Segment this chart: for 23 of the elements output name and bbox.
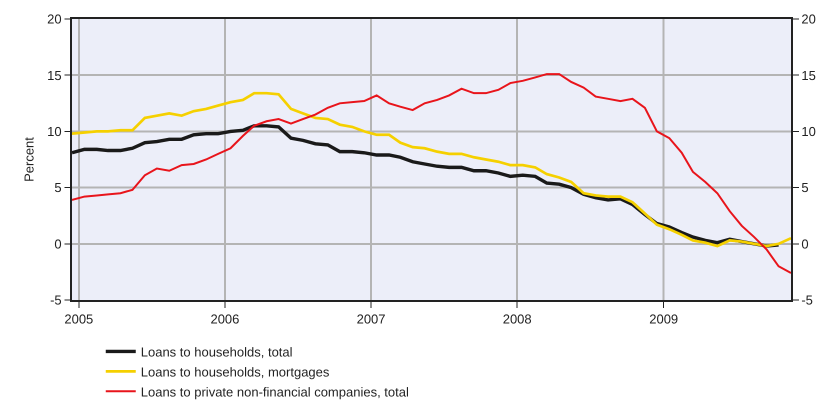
y2-tick-label: 15	[801, 68, 816, 83]
y-tick-label: 20	[47, 12, 62, 27]
legend-label: Loans to private non-financial companies, total	[140, 384, 409, 400]
y-tick-label: 5	[54, 180, 62, 196]
y2-tick-label: 20	[801, 12, 816, 27]
x-tick-label: 2006	[210, 311, 240, 326]
x-tick-label: 2009	[649, 311, 678, 326]
y2-tick-label: 0	[801, 236, 809, 252]
legend-label: Loans to households, total	[140, 344, 293, 360]
y2-tick-label: -5	[801, 292, 813, 308]
x-tick-label: 2008	[502, 311, 532, 326]
y-axis-title: Percent	[22, 136, 37, 182]
line-series	[72, 73, 791, 274]
y-tick-label: 0	[54, 236, 62, 252]
x-tick-label: 2007	[356, 311, 386, 326]
y-tick-label: 10	[47, 124, 62, 139]
line-series	[72, 92, 791, 248]
y2-tick-label: 10	[801, 124, 816, 139]
y2-tick-label: 5	[801, 180, 809, 196]
legend-label: Loans to households, mortgages	[140, 364, 330, 380]
y-tick-label: -5	[50, 292, 62, 308]
x-tick-label: 2005	[64, 311, 94, 326]
y-tick-label: 15	[47, 68, 62, 83]
